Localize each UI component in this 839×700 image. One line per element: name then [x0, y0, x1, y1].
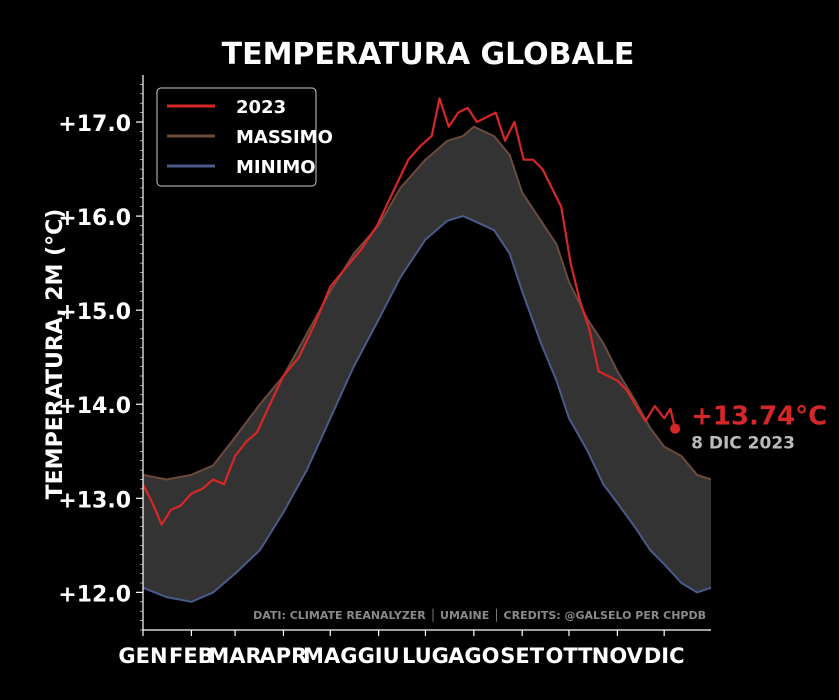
x-tick-label: APR [260, 644, 308, 668]
y-axis-label: TEMPERATURA, 2M (°C) [43, 209, 68, 500]
x-tick-label: SET [500, 644, 544, 668]
x-tick-label: LUG [402, 644, 449, 668]
legend-label: MINIMO [236, 157, 316, 178]
legend-label: MASSIMO [236, 127, 333, 148]
y-tick-label: +14.0 [58, 394, 131, 419]
last-value-marker [670, 423, 681, 434]
plot-area [142, 97, 712, 603]
credits-text: DATI: CLIMATE REANALYZER │ UMAINE │ CRED… [253, 608, 706, 622]
range-band [143, 126, 711, 602]
legend: 2023 MASSIMO MINIMO [156, 87, 333, 187]
x-tick-label: FEB [169, 644, 214, 668]
series-line-2023 [142, 97, 677, 526]
x-tick-label: MAG [303, 644, 357, 668]
y-tick-label: +17.0 [58, 112, 131, 137]
last-value-label: +13.74°C [691, 402, 827, 432]
annotation: +13.74°C 8 DIC 2023 [670, 402, 827, 454]
y-tick-label: +13.0 [58, 488, 131, 513]
x-tick-label: NOV [592, 644, 644, 668]
y-tick-label: +12.0 [58, 582, 131, 607]
legend-label: 2023 [236, 97, 286, 118]
x-tick-label: MAR [208, 644, 261, 668]
chart-title: TEMPERATURA GLOBALE [222, 37, 635, 72]
x-tick-label: DIC [644, 644, 685, 668]
last-value-date: 8 DIC 2023 [691, 434, 795, 454]
x-tick-label: GEN [118, 644, 167, 668]
legend-box [156, 87, 317, 187]
x-tick-label: GIU [358, 644, 400, 668]
y-tick-label: +15.0 [58, 300, 131, 325]
x-tick-label: AGO [448, 644, 499, 668]
series-line-massimo [142, 125, 712, 481]
x-tick-label: OTT [546, 644, 594, 668]
series-line-minimo [142, 215, 712, 603]
y-tick-label: +16.0 [58, 206, 131, 231]
